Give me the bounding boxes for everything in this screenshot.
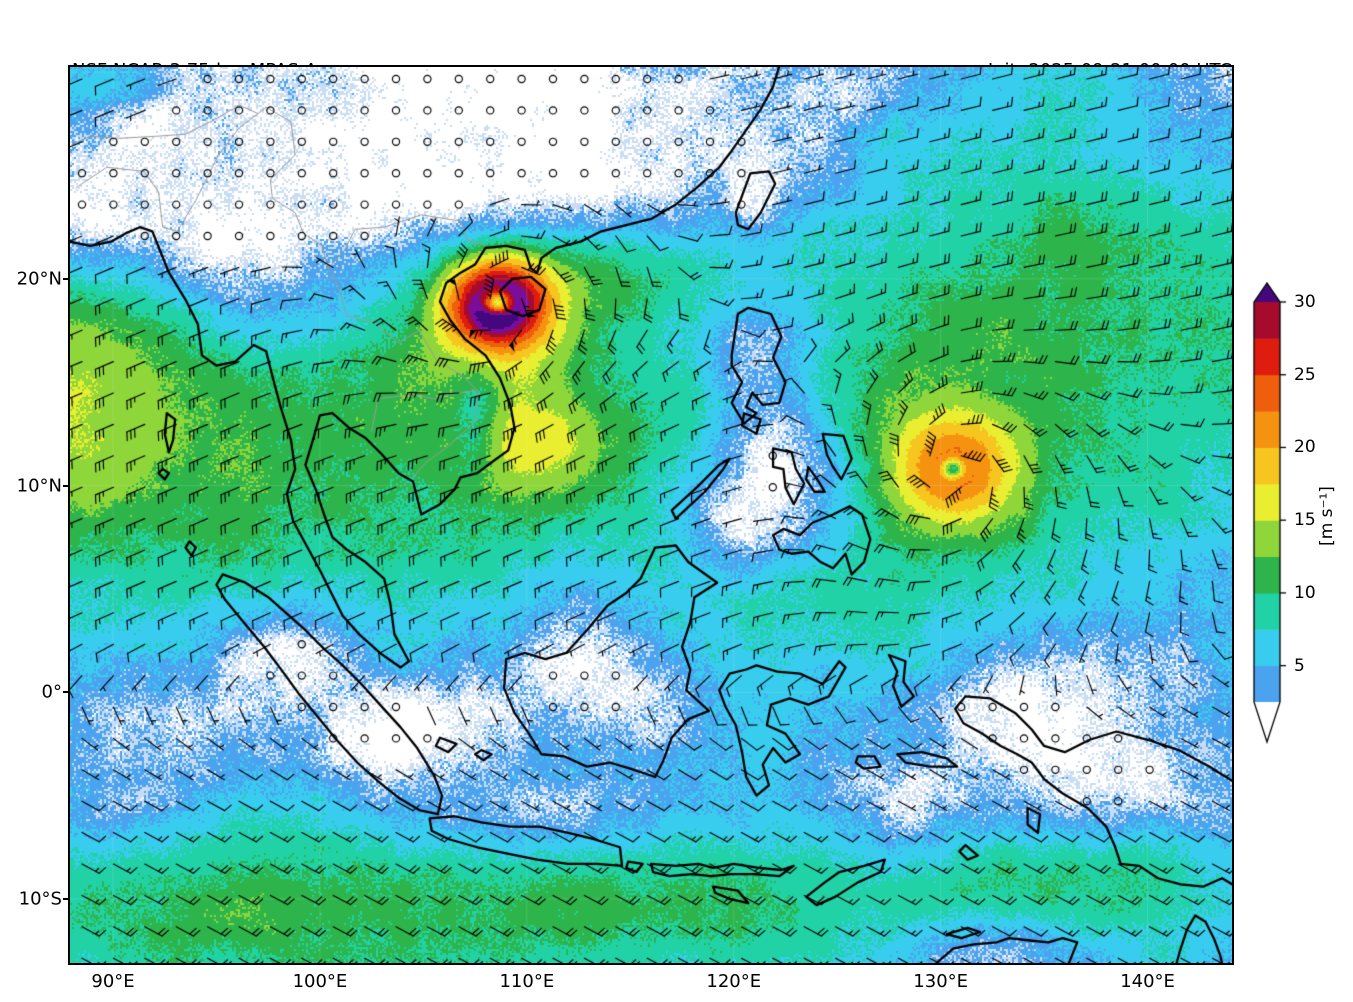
- lon-tick-label: 130°E: [913, 971, 969, 992]
- colorbar-tick-label: 15: [1294, 510, 1316, 531]
- lon-tick-label: 120°E: [706, 971, 762, 992]
- lat-tick-label: 10°N: [16, 475, 62, 497]
- lat-tick-label: 20°N: [16, 268, 62, 290]
- lon-tick-label: 100°E: [292, 971, 348, 992]
- lon-tick-label: 110°E: [499, 971, 555, 992]
- colorbar-tick-label: 25: [1294, 364, 1316, 385]
- colorbar-tick-label: 5: [1294, 655, 1305, 676]
- lat-tick-mark: [63, 484, 68, 487]
- colorbar-tick-label: 20: [1294, 437, 1316, 458]
- lon-tick-label: 140°E: [1120, 971, 1175, 992]
- lat-tick-mark: [63, 277, 68, 280]
- colorbar-canvas: [1252, 282, 1292, 744]
- map-canvas: [70, 67, 1232, 963]
- lat-tick-label: 10°S: [18, 888, 62, 910]
- lon-tick-label: 90°E: [91, 971, 135, 992]
- colorbar-tick-label: 30: [1294, 292, 1316, 312]
- map-area: [68, 65, 1234, 965]
- lat-tick-mark: [63, 897, 68, 900]
- lat-tick-label: 0°: [41, 681, 62, 703]
- colorbar-unit-label: [m s⁻¹]: [1317, 486, 1337, 546]
- colorbar-tick-label: 10: [1294, 582, 1316, 603]
- lat-tick-mark: [63, 691, 68, 694]
